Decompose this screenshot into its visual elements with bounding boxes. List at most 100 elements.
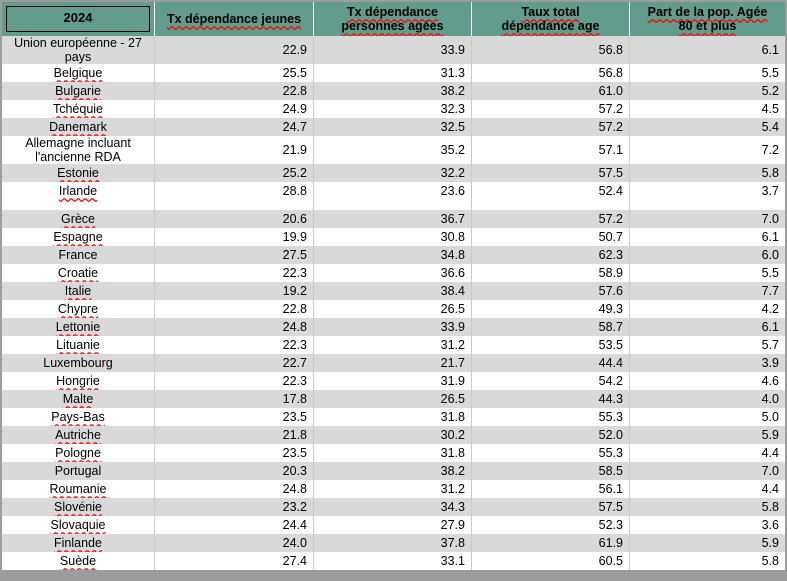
value-cell-elderly-dependency[interactable]: 31.9	[313, 372, 471, 390]
value-cell-pop-80-plus[interactable]: 4.6	[629, 372, 785, 390]
value-cell-young-dependency[interactable]: 22.7	[154, 354, 313, 372]
value-cell-total-dependency[interactable]: 57.1	[471, 136, 629, 164]
value-cell-young-dependency[interactable]: 19.9	[154, 228, 313, 246]
value-cell-elderly-dependency[interactable]: 33.9	[313, 318, 471, 336]
value-cell-pop-80-plus[interactable]: 4.5	[629, 100, 785, 118]
value-cell-young-dependency[interactable]: 24.0	[154, 534, 313, 552]
value-cell-total-dependency[interactable]: 60.5	[471, 552, 629, 570]
country-cell[interactable]: Autriche	[2, 426, 154, 444]
value-cell-young-dependency[interactable]: 24.7	[154, 118, 313, 136]
value-cell-total-dependency[interactable]: 52.0	[471, 426, 629, 444]
value-cell-pop-80-plus[interactable]: 5.4	[629, 118, 785, 136]
value-cell-young-dependency[interactable]: 24.9	[154, 100, 313, 118]
header-col-elderly-dependency[interactable]: Tx dépendance personnes agées	[313, 2, 471, 36]
value-cell-elderly-dependency[interactable]: 38.4	[313, 282, 471, 300]
value-cell-elderly-dependency[interactable]: 37.8	[313, 534, 471, 552]
value-cell-elderly-dependency[interactable]: 34.8	[313, 246, 471, 264]
value-cell-elderly-dependency[interactable]: 32.5	[313, 118, 471, 136]
value-cell-pop-80-plus[interactable]: 4.2	[629, 300, 785, 318]
country-cell[interactable]: Roumanie	[2, 480, 154, 498]
value-cell-young-dependency[interactable]: 25.5	[154, 64, 313, 82]
value-cell-elderly-dependency[interactable]: 32.3	[313, 100, 471, 118]
value-cell-pop-80-plus[interactable]: 4.4	[629, 444, 785, 462]
value-cell-young-dependency[interactable]: 28.8	[154, 182, 313, 210]
value-cell-young-dependency[interactable]: 21.9	[154, 136, 313, 164]
value-cell-young-dependency[interactable]: 27.5	[154, 246, 313, 264]
country-cell[interactable]: Luxembourg	[2, 354, 154, 372]
value-cell-young-dependency[interactable]: 25.2	[154, 164, 313, 182]
country-cell[interactable]: Union européenne - 27 pays	[2, 36, 154, 64]
value-cell-elderly-dependency[interactable]: 31.3	[313, 64, 471, 82]
country-cell[interactable]: Slovaquie	[2, 516, 154, 534]
value-cell-total-dependency[interactable]: 54.2	[471, 372, 629, 390]
value-cell-elderly-dependency[interactable]: 31.2	[313, 480, 471, 498]
value-cell-elderly-dependency[interactable]: 36.7	[313, 210, 471, 228]
value-cell-total-dependency[interactable]: 58.5	[471, 462, 629, 480]
value-cell-young-dependency[interactable]: 22.3	[154, 264, 313, 282]
value-cell-pop-80-plus[interactable]: 6.1	[629, 318, 785, 336]
value-cell-pop-80-plus[interactable]: 5.8	[629, 552, 785, 570]
value-cell-pop-80-plus[interactable]: 7.0	[629, 210, 785, 228]
value-cell-total-dependency[interactable]: 56.1	[471, 480, 629, 498]
value-cell-pop-80-plus[interactable]: 5.5	[629, 64, 785, 82]
value-cell-elderly-dependency[interactable]: 35.2	[313, 136, 471, 164]
value-cell-pop-80-plus[interactable]: 7.0	[629, 462, 785, 480]
country-cell[interactable]: Croatie	[2, 264, 154, 282]
country-cell[interactable]: Estonie	[2, 164, 154, 182]
value-cell-young-dependency[interactable]: 22.3	[154, 336, 313, 354]
value-cell-elderly-dependency[interactable]: 30.2	[313, 426, 471, 444]
country-cell[interactable]: Irlande	[2, 182, 154, 210]
country-cell[interactable]: Danemark	[2, 118, 154, 136]
value-cell-pop-80-plus[interactable]: 3.9	[629, 354, 785, 372]
value-cell-elderly-dependency[interactable]: 31.2	[313, 336, 471, 354]
header-col-young-dependency[interactable]: Tx dépendance jeunes	[154, 2, 313, 36]
country-cell[interactable]: Lituanie	[2, 336, 154, 354]
value-cell-total-dependency[interactable]: 57.2	[471, 210, 629, 228]
year-header-cell[interactable]: 2024	[2, 2, 154, 36]
value-cell-young-dependency[interactable]: 23.5	[154, 444, 313, 462]
value-cell-pop-80-plus[interactable]: 5.0	[629, 408, 785, 426]
value-cell-pop-80-plus[interactable]: 6.1	[629, 228, 785, 246]
value-cell-young-dependency[interactable]: 27.4	[154, 552, 313, 570]
country-cell[interactable]: Allemagne incluant l'ancienne RDA	[2, 136, 154, 164]
header-col-pop-80-plus[interactable]: Part de la pop. Agée 80 et plus	[629, 2, 785, 36]
value-cell-young-dependency[interactable]: 20.3	[154, 462, 313, 480]
value-cell-total-dependency[interactable]: 44.3	[471, 390, 629, 408]
value-cell-elderly-dependency[interactable]: 27.9	[313, 516, 471, 534]
value-cell-elderly-dependency[interactable]: 31.8	[313, 408, 471, 426]
country-cell[interactable]: Finlande	[2, 534, 154, 552]
value-cell-total-dependency[interactable]: 57.6	[471, 282, 629, 300]
value-cell-total-dependency[interactable]: 55.3	[471, 408, 629, 426]
value-cell-elderly-dependency[interactable]: 26.5	[313, 390, 471, 408]
value-cell-young-dependency[interactable]: 22.3	[154, 372, 313, 390]
value-cell-pop-80-plus[interactable]: 4.4	[629, 480, 785, 498]
header-col-total-dependency[interactable]: Taux total dépendance age	[471, 2, 629, 36]
country-cell[interactable]: Chypre	[2, 300, 154, 318]
value-cell-young-dependency[interactable]: 23.2	[154, 498, 313, 516]
value-cell-pop-80-plus[interactable]: 5.8	[629, 498, 785, 516]
value-cell-pop-80-plus[interactable]: 7.7	[629, 282, 785, 300]
value-cell-elderly-dependency[interactable]: 34.3	[313, 498, 471, 516]
value-cell-total-dependency[interactable]: 56.8	[471, 64, 629, 82]
value-cell-pop-80-plus[interactable]: 5.2	[629, 82, 785, 100]
value-cell-total-dependency[interactable]: 58.7	[471, 318, 629, 336]
value-cell-total-dependency[interactable]: 55.3	[471, 444, 629, 462]
value-cell-young-dependency[interactable]: 23.5	[154, 408, 313, 426]
value-cell-pop-80-plus[interactable]: 4.0	[629, 390, 785, 408]
value-cell-total-dependency[interactable]: 52.4	[471, 182, 629, 210]
country-cell[interactable]: Espagne	[2, 228, 154, 246]
value-cell-elderly-dependency[interactable]: 26.5	[313, 300, 471, 318]
value-cell-pop-80-plus[interactable]: 6.1	[629, 36, 785, 64]
value-cell-elderly-dependency[interactable]: 31.8	[313, 444, 471, 462]
value-cell-total-dependency[interactable]: 62.3	[471, 246, 629, 264]
value-cell-total-dependency[interactable]: 61.9	[471, 534, 629, 552]
value-cell-total-dependency[interactable]: 50.7	[471, 228, 629, 246]
country-cell[interactable]: Portugal	[2, 462, 154, 480]
country-cell[interactable]: Suède	[2, 552, 154, 570]
country-cell[interactable]: France	[2, 246, 154, 264]
value-cell-young-dependency[interactable]: 24.4	[154, 516, 313, 534]
value-cell-young-dependency[interactable]: 21.8	[154, 426, 313, 444]
value-cell-total-dependency[interactable]: 57.2	[471, 118, 629, 136]
value-cell-elderly-dependency[interactable]: 33.9	[313, 36, 471, 64]
value-cell-pop-80-plus[interactable]: 3.7	[629, 182, 785, 210]
